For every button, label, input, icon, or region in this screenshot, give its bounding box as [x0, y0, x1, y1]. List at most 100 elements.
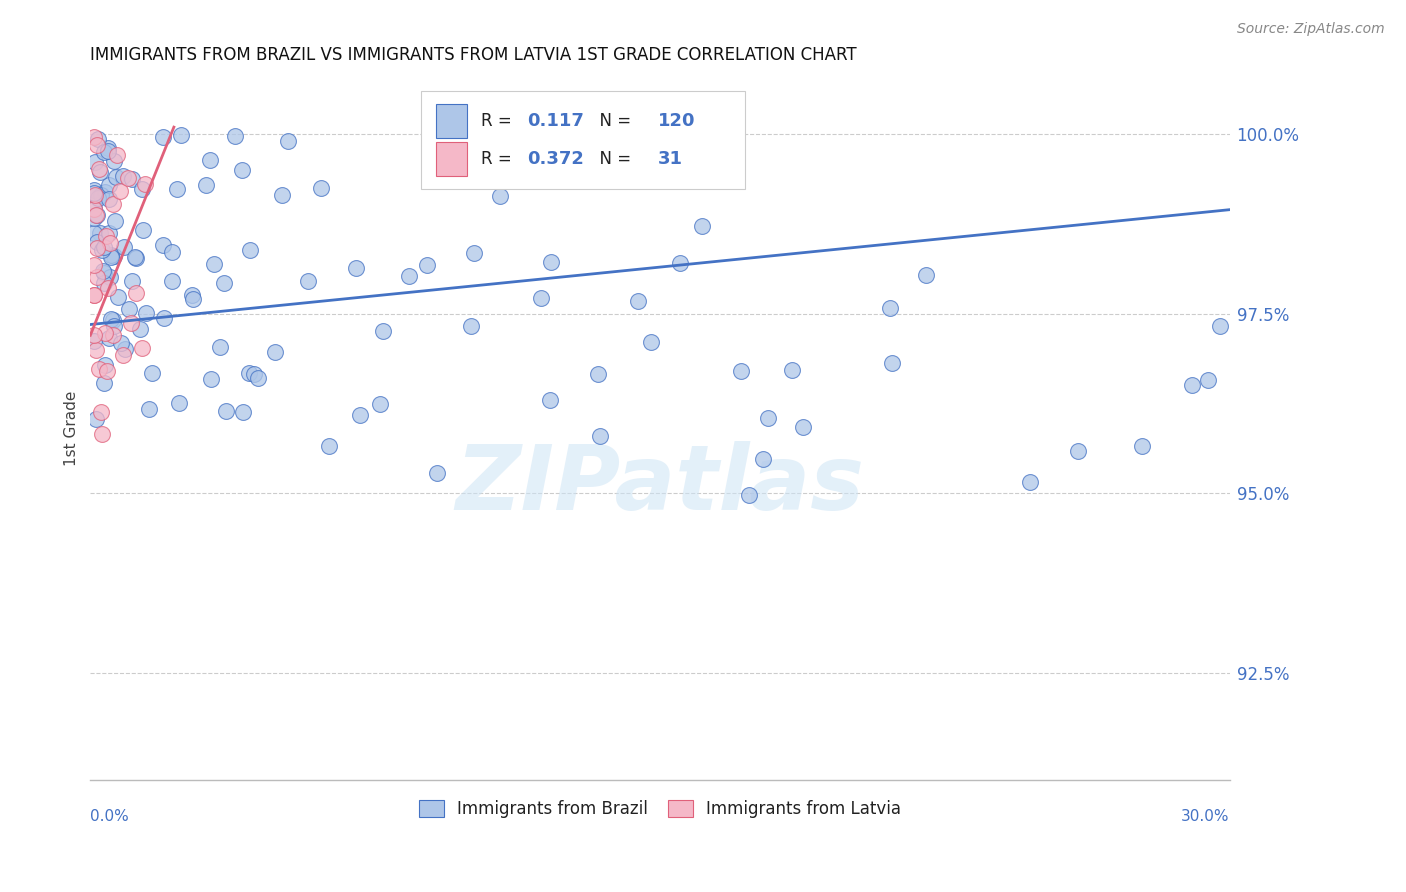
Text: R =: R =: [481, 150, 517, 169]
Point: [195, 178, 218, 192]
Point: [231, 162, 253, 177]
Point: [83, 287, 105, 301]
Point: [84, 412, 107, 426]
Point: [112, 239, 135, 253]
Point: [98, 235, 121, 250]
Point: [125, 251, 148, 265]
Point: [97, 141, 120, 155]
Point: [538, 393, 561, 408]
Point: [915, 268, 938, 283]
Point: [86, 208, 108, 222]
Point: [94, 358, 117, 372]
Point: [344, 261, 367, 276]
Point: [83, 187, 105, 202]
Point: [103, 319, 125, 334]
Point: [124, 250, 146, 264]
Point: [792, 419, 814, 434]
Point: [83, 130, 105, 145]
Point: [89, 165, 111, 179]
Point: [114, 343, 136, 357]
Point: [101, 196, 124, 211]
Point: [138, 401, 160, 416]
Point: [104, 214, 127, 228]
Point: [128, 322, 150, 336]
Text: R =: R =: [481, 112, 517, 130]
Point: [87, 132, 110, 146]
Point: [89, 161, 111, 176]
Point: [121, 274, 143, 288]
Point: [879, 301, 901, 315]
Point: [105, 170, 128, 185]
Point: [246, 371, 269, 385]
Point: [93, 376, 115, 390]
Point: [83, 288, 105, 302]
Point: [103, 153, 125, 168]
Point: [117, 170, 139, 185]
Point: [141, 366, 163, 380]
Point: [349, 408, 371, 422]
Point: [83, 186, 105, 200]
Point: [93, 276, 115, 290]
Point: [373, 324, 395, 338]
Point: [83, 334, 105, 348]
Point: [1197, 373, 1219, 387]
Text: 30.0%: 30.0%: [1181, 809, 1230, 824]
Point: [640, 334, 662, 349]
Point: [120, 316, 142, 330]
Point: [110, 335, 132, 350]
Point: [780, 362, 803, 376]
Point: [738, 488, 761, 502]
Point: [202, 257, 225, 271]
Point: [100, 312, 122, 326]
Point: [540, 255, 562, 269]
Point: [200, 153, 222, 168]
Point: [730, 364, 752, 378]
Point: [86, 235, 108, 249]
Point: [93, 326, 115, 340]
Point: [170, 128, 193, 142]
Point: [1209, 318, 1232, 333]
Point: [1019, 475, 1042, 489]
Point: [93, 145, 115, 160]
Point: [96, 364, 118, 378]
Point: [489, 189, 512, 203]
Point: [83, 226, 105, 240]
Point: [83, 202, 105, 216]
Text: 31: 31: [658, 150, 683, 169]
Point: [131, 182, 153, 196]
Point: [111, 169, 134, 184]
Text: N =: N =: [589, 112, 637, 130]
Point: [101, 313, 124, 327]
Legend: Immigrants from Brazil, Immigrants from Latvia: Immigrants from Brazil, Immigrants from …: [412, 793, 908, 825]
Point: [132, 223, 155, 237]
Point: [416, 258, 439, 272]
Point: [586, 367, 609, 381]
Point: [238, 366, 260, 380]
Point: [98, 270, 121, 285]
Point: [398, 268, 420, 283]
Point: [135, 306, 157, 320]
Point: [166, 182, 188, 196]
Point: [215, 404, 238, 418]
Point: [86, 270, 108, 285]
Point: [124, 286, 146, 301]
FancyBboxPatch shape: [436, 104, 467, 138]
Point: [311, 180, 333, 194]
Y-axis label: 1st Grade: 1st Grade: [65, 391, 79, 467]
Point: [530, 291, 553, 305]
Text: N =: N =: [589, 150, 637, 169]
Point: [669, 256, 692, 270]
Point: [90, 187, 112, 202]
Point: [94, 229, 117, 244]
Point: [91, 426, 114, 441]
Point: [100, 250, 122, 264]
Text: IMMIGRANTS FROM BRAZIL VS IMMIGRANTS FROM LATVIA 1ST GRADE CORRELATION CHART: IMMIGRANTS FROM BRAZIL VS IMMIGRANTS FRO…: [90, 46, 856, 64]
Point: [463, 245, 485, 260]
Point: [1132, 439, 1154, 453]
Point: [101, 328, 124, 343]
Point: [93, 266, 115, 280]
Point: [882, 356, 904, 370]
Point: [90, 405, 112, 419]
Text: Source: ZipAtlas.com: Source: ZipAtlas.com: [1237, 22, 1385, 37]
Point: [152, 237, 174, 252]
